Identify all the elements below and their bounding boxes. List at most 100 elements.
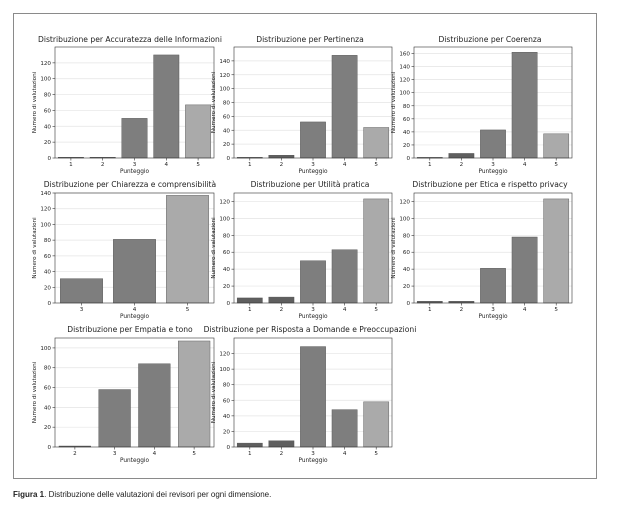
y-tick-label: 20 <box>223 284 231 290</box>
x-tick-label: 5 <box>374 162 378 168</box>
y-tick-label: 40 <box>44 270 52 276</box>
x-axis-label: Punteggio <box>478 314 508 320</box>
y-tick-label: 120 <box>399 78 410 84</box>
bar-3 <box>300 346 326 448</box>
y-tick-label: 60 <box>223 114 231 120</box>
caption-label: Figura 1 <box>13 490 45 499</box>
y-tick-label: 100 <box>219 216 230 222</box>
chart-2: Distribuzione per Pertinenza 0 20 40 60 80 100… <box>211 35 393 175</box>
y-tick-label: 140 <box>40 191 51 197</box>
y-tick-label: 80 <box>44 366 52 372</box>
bar-5 <box>363 401 390 448</box>
bar-3 <box>121 118 148 159</box>
bar-4 <box>113 239 156 304</box>
x-tick-label: 3 <box>311 451 315 457</box>
x-axis-label: Punteggio <box>298 169 328 175</box>
y-tick-label: 20 <box>403 284 411 290</box>
bar-5 <box>543 133 570 159</box>
bar-1 <box>236 442 263 448</box>
bar-4 <box>331 249 358 304</box>
x-tick-label: 5 <box>554 307 558 313</box>
bar-2 <box>268 296 295 304</box>
x-axis-label: Punteggio <box>298 458 328 464</box>
y-tick-label: 0 <box>226 445 230 451</box>
y-tick-label: 40 <box>223 414 231 420</box>
bar-4 <box>138 363 171 448</box>
y-tick-label: 120 <box>219 73 230 79</box>
y-tick-label: 100 <box>40 222 51 228</box>
plot-frame <box>54 337 215 448</box>
x-tick-label: 5 <box>374 307 378 313</box>
y-axis-label: Numero di valutazioni <box>391 217 397 279</box>
y-tick-label: 120 <box>399 199 410 205</box>
bar-3 <box>60 278 103 304</box>
y-tick-label: 60 <box>403 117 411 123</box>
x-tick-label: 4 <box>523 162 527 168</box>
x-tick-label: 5 <box>554 162 558 168</box>
plot-frame <box>413 192 573 304</box>
x-tick-label: 2 <box>280 162 284 168</box>
x-tick-label: 4 <box>343 307 347 313</box>
y-tick-label: 80 <box>403 233 411 239</box>
y-tick-label: 60 <box>223 250 231 256</box>
caption-text: . Distribuzione delle valutazioni dei re… <box>44 490 272 499</box>
y-tick-label: 100 <box>40 77 51 83</box>
y-tick-label: 100 <box>219 367 230 373</box>
plot-frame <box>233 337 393 448</box>
y-tick-label: 20 <box>44 285 52 291</box>
chart-5: Distribuzione per Utilità pratica 0 20 40 60… <box>211 180 393 320</box>
y-tick-label: 80 <box>44 93 52 99</box>
y-tick-label: 0 <box>406 301 410 307</box>
y-tick-label: 0 <box>47 156 51 162</box>
y-tick-label: 20 <box>223 429 231 435</box>
x-tick-label: 1 <box>248 451 252 457</box>
y-tick-label: 60 <box>44 108 52 114</box>
chart-title: Distribuzione per Empatia e tono <box>67 325 193 334</box>
x-tick-label: 4 <box>133 307 137 313</box>
y-tick-label: 160 <box>399 52 410 58</box>
y-axis-label: Numero di valutazioni <box>32 361 38 423</box>
y-tick-label: 100 <box>40 346 51 352</box>
chart-8: Distribuzione per Risposta a Domande e P… <box>204 325 417 464</box>
bar-5 <box>166 195 209 304</box>
plot-frame <box>233 192 393 304</box>
figure-caption: Figura 1. Distribuzione delle valutazion… <box>13 490 271 499</box>
x-tick-label: 4 <box>165 162 169 168</box>
y-tick-label: 40 <box>403 130 411 136</box>
chart-4: Distribuzione per Chiarezza e comprensib… <box>32 180 216 320</box>
chart-3: Distribuzione per Coerenza02040608010012… <box>391 35 573 175</box>
x-axis-label: Punteggio <box>120 458 150 464</box>
y-tick-label: 40 <box>44 405 52 411</box>
y-tick-label: 140 <box>399 65 410 71</box>
x-tick-label: 4 <box>343 451 347 457</box>
bar-3 <box>98 389 131 448</box>
bar-4 <box>511 236 538 304</box>
x-tick-label: 3 <box>491 307 495 313</box>
plot-frame <box>233 46 393 159</box>
plot-frame <box>413 46 573 159</box>
bar-2 <box>268 440 295 448</box>
bar-4 <box>331 55 358 159</box>
y-tick-label: 40 <box>223 267 231 273</box>
y-tick-label: 120 <box>40 207 51 213</box>
y-tick-label: 80 <box>223 233 231 239</box>
x-tick-label: 1 <box>428 307 432 313</box>
x-axis-label: Punteggio <box>120 169 150 175</box>
y-tick-label: 20 <box>403 143 411 149</box>
x-axis-label: Punteggio <box>120 314 150 320</box>
y-tick-label: 0 <box>47 445 51 451</box>
x-tick-label: 4 <box>523 307 527 313</box>
chart-title: Distribuzione per Utilità pratica <box>251 180 370 189</box>
x-tick-label: 5 <box>196 162 200 168</box>
x-tick-label: 3 <box>113 451 117 457</box>
y-tick-label: 60 <box>223 398 231 404</box>
y-tick-label: 120 <box>219 199 230 205</box>
y-axis-label: Numero di valutazioni <box>32 71 38 133</box>
y-tick-label: 120 <box>219 352 230 358</box>
bar-3 <box>300 121 326 159</box>
x-tick-label: 4 <box>343 162 347 168</box>
plot-frame <box>54 46 215 159</box>
plot-frame <box>54 192 215 304</box>
bar-4 <box>331 409 358 448</box>
y-tick-label: 100 <box>399 91 410 97</box>
